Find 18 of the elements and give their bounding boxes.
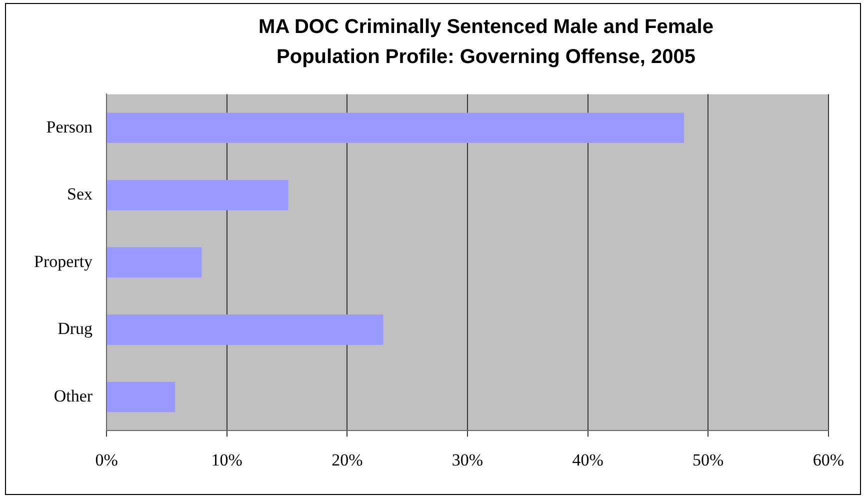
x-tick-label: 50% [692,450,724,470]
y-tick-label: Drug [58,319,94,338]
bar [107,180,288,210]
x-tick-label: 20% [332,450,363,470]
bar [107,247,202,278]
x-tick-label: 0% [95,450,118,470]
y-tick-label: Property [34,252,94,271]
y-tick-label: Sex [67,184,94,204]
x-tick-label: 30% [452,450,484,470]
y-tick-label: Other [54,386,93,406]
y-tick-label: Person [46,117,94,136]
x-tick-label: 10% [211,450,242,470]
bar [107,382,176,412]
x-tick-label: 60% [812,450,844,470]
bar [107,112,684,143]
x-tick-label: 40% [572,450,604,470]
bar [107,314,384,345]
chart-title: MA DOC Criminally Sentenced Male and Female Population Profile: Governing Offense, 2005 [258,15,714,70]
